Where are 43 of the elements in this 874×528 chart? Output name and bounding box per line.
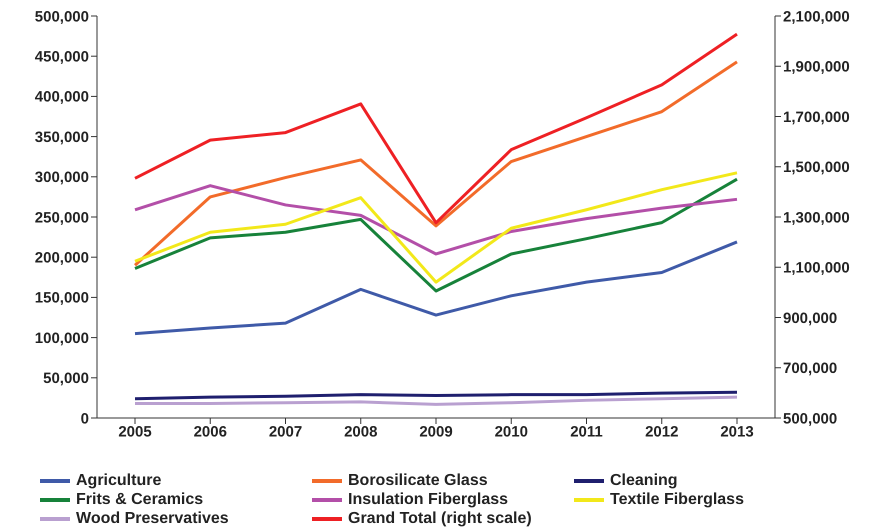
y-tick-label: 400,000 bbox=[34, 88, 89, 106]
legend-label: Grand Total (right scale) bbox=[348, 510, 532, 528]
legend-label: Agriculture bbox=[76, 472, 162, 490]
line-series bbox=[134, 32, 738, 224]
legend-label: Borosilicate Glass bbox=[348, 472, 488, 490]
y2-tick-label: 500,000 bbox=[783, 410, 838, 428]
y-tick-label: 450,000 bbox=[34, 48, 89, 66]
y2-tick-label: 2,100,000 bbox=[783, 8, 850, 26]
x-tick-label: 2006 bbox=[194, 424, 227, 441]
legend-label: Insulation Fiberglass bbox=[348, 491, 508, 509]
x-tick-label: 2008 bbox=[344, 424, 378, 441]
y-tick-label: 500,000 bbox=[34, 8, 89, 26]
y2-tick-label: 1,700,000 bbox=[783, 108, 850, 126]
x-tick-label: 2005 bbox=[118, 424, 152, 441]
line-series bbox=[134, 60, 738, 267]
y2-tick-label: 1,100,000 bbox=[783, 260, 850, 277]
x-tick-label: 2011 bbox=[570, 424, 603, 441]
x-tick-label: 2009 bbox=[419, 424, 453, 441]
legend-label: Frits & Ceramics bbox=[76, 491, 204, 509]
y-tick-label: 200,000 bbox=[34, 250, 89, 267]
y-tick-label: 0 bbox=[80, 410, 89, 428]
y2-tick-label: 1,300,000 bbox=[783, 209, 850, 226]
y-tick-label: 350,000 bbox=[34, 128, 89, 146]
legend-label: Textile Fiberglass bbox=[610, 491, 744, 509]
line-series bbox=[134, 390, 738, 400]
x-tick-label: 2007 bbox=[268, 424, 302, 441]
y-tick-label: 50,000 bbox=[43, 370, 89, 388]
y2-tick-label: 1,900,000 bbox=[783, 58, 850, 76]
y-tick-label: 300,000 bbox=[34, 169, 89, 186]
line-series bbox=[134, 396, 738, 406]
y-tick-label: 100,000 bbox=[34, 330, 89, 347]
line-series bbox=[134, 240, 738, 336]
y-tick-label: 250,000 bbox=[34, 209, 89, 226]
y2-tick-label: 900,000 bbox=[783, 310, 838, 327]
legend-label: Wood Preservatives bbox=[76, 510, 229, 528]
x-tick-label: 2013 bbox=[720, 424, 754, 441]
y2-tick-label: 1,500,000 bbox=[783, 159, 850, 176]
x-tick-label: 2012 bbox=[645, 424, 678, 441]
legend-label: Cleaning bbox=[610, 472, 678, 490]
y2-tick-label: 700,000 bbox=[783, 360, 838, 378]
y-tick-label: 150,000 bbox=[34, 290, 89, 307]
line-series bbox=[134, 184, 738, 256]
x-tick-label: 2010 bbox=[494, 424, 528, 441]
